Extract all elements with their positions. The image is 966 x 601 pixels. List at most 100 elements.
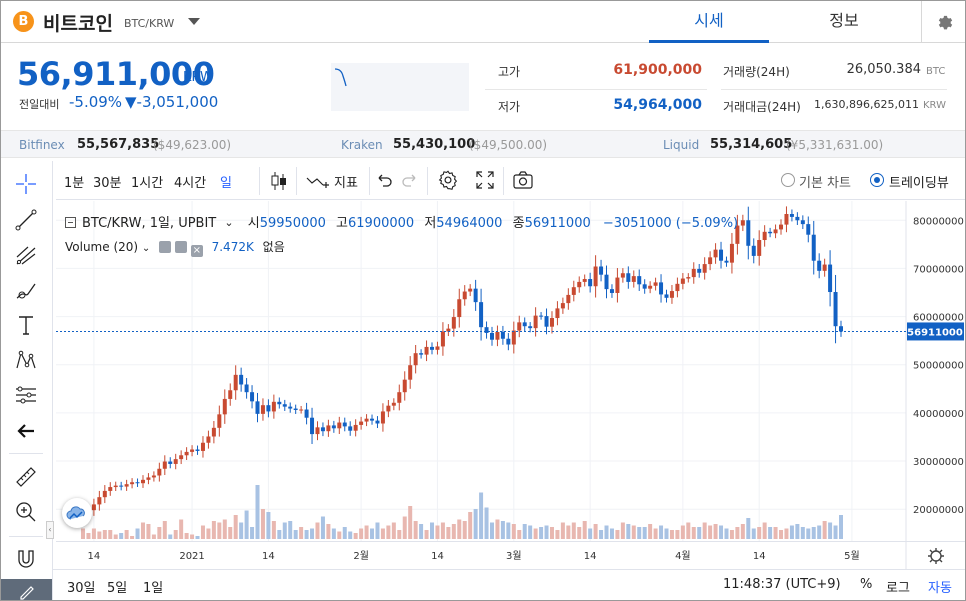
- indicators-button[interactable]: 지표: [334, 176, 358, 191]
- volume-bar: [348, 531, 353, 539]
- text-tool[interactable]: [12, 311, 40, 339]
- range-5d[interactable]: 5일: [107, 581, 128, 596]
- chart-settings-icon[interactable]: [437, 169, 459, 191]
- pattern-icon: [16, 350, 36, 369]
- basic-chart-radio[interactable]: [781, 173, 795, 187]
- volume-bar: [768, 527, 773, 539]
- clock-time[interactable]: 11:48:37 (UTC+9): [723, 577, 841, 592]
- pattern-tool[interactable]: [12, 346, 40, 374]
- chevron-down-icon[interactable]: ⌄: [224, 216, 234, 229]
- camera-icon[interactable]: [512, 170, 534, 190]
- candle-body: [190, 449, 195, 452]
- volume-bar: [719, 525, 724, 539]
- watch-button[interactable]: [62, 498, 92, 528]
- range-30d[interactable]: 30일: [67, 581, 96, 596]
- axis-settings-gear-icon[interactable]: [930, 550, 942, 562]
- interval-1m[interactable]: 1분: [64, 176, 85, 191]
- mini-chart-line: [334, 68, 347, 87]
- indicators-icon[interactable]: [305, 170, 331, 192]
- tab-info[interactable]: 정보: [829, 11, 859, 30]
- coin-name[interactable]: 비트코인: [43, 13, 113, 35]
- range-1d[interactable]: 1일: [143, 581, 164, 596]
- candle-body: [729, 243, 734, 263]
- volume-bar: [255, 485, 260, 539]
- tab-price[interactable]: 시세: [649, 1, 769, 43]
- candle-body: [462, 291, 467, 300]
- candle-body: [582, 279, 587, 282]
- chevron-down-icon[interactable]: [188, 18, 200, 25]
- settings-small-icon[interactable]: [174, 241, 187, 253]
- symbol-title[interactable]: BTC/KRW, 1일, UPBIT: [82, 216, 217, 231]
- ruler-tool[interactable]: [12, 463, 40, 491]
- volume-title[interactable]: Volume (20): [65, 240, 139, 254]
- fib-tool[interactable]: [12, 241, 40, 269]
- trading-view-label[interactable]: 트레이딩뷰: [889, 176, 949, 191]
- candle-body: [402, 379, 407, 393]
- volume-bar: [342, 527, 347, 539]
- y-tick-label: 80000000: [913, 216, 964, 227]
- amount-24h-value: 1,630,896,625,011: [814, 98, 919, 111]
- crosshair-tool[interactable]: [12, 170, 40, 198]
- log-toggle[interactable]: 로그: [886, 581, 910, 596]
- volume-bar: [620, 522, 625, 539]
- candle-body: [680, 278, 685, 284]
- interval-1d[interactable]: 일: [220, 176, 232, 191]
- candles-icon[interactable]: [269, 170, 289, 192]
- exchange-bar: Bitfinex 55,567,835 ($49,623.00) Kraken …: [1, 130, 965, 158]
- exchange-name[interactable]: Liquid: [663, 138, 700, 152]
- volume-bar: [822, 521, 827, 539]
- volume-bar: [211, 521, 216, 539]
- redo-icon[interactable]: [401, 171, 419, 189]
- candle-body: [560, 303, 565, 309]
- volume-bar: [479, 492, 484, 539]
- candle-body: [555, 308, 560, 319]
- volume-bar: [331, 528, 336, 539]
- candle-body: [735, 225, 740, 244]
- volume-bar: [81, 528, 85, 539]
- exchange-name[interactable]: Kraken: [341, 138, 383, 152]
- time-axis[interactable]: 14 2021 14 2월 14 3월 14 4월 14 5월: [56, 541, 965, 569]
- close-icon[interactable]: ×: [190, 245, 203, 257]
- brush-tool[interactable]: [12, 276, 40, 304]
- zoom-tool[interactable]: [12, 498, 40, 526]
- x-tick-label: 14: [431, 551, 444, 562]
- candle-body: [97, 497, 102, 505]
- fullscreen-icon[interactable]: [475, 170, 495, 190]
- candle-body: [108, 487, 113, 491]
- candle-body: [326, 425, 331, 432]
- candle-body: [195, 449, 200, 451]
- interval-4h[interactable]: 4시간: [174, 176, 207, 191]
- eye-icon[interactable]: [159, 241, 172, 253]
- candle-body: [762, 231, 767, 241]
- lock-tool[interactable]: [1, 579, 52, 600]
- x-tick-label: 5월: [844, 550, 860, 562]
- undo-icon[interactable]: [375, 171, 393, 189]
- chart-type-icon[interactable]: [65, 217, 76, 228]
- magnet-tool[interactable]: [12, 545, 40, 573]
- interval-1h[interactable]: 1시간: [131, 176, 164, 191]
- auto-toggle[interactable]: 자동: [928, 581, 952, 596]
- volume-bar: [337, 531, 342, 539]
- trading-view-radio[interactable]: [870, 173, 884, 187]
- candle-body: [566, 294, 571, 304]
- volume-bar: [828, 522, 833, 539]
- zoom-in-icon: [16, 502, 36, 522]
- trend-line-tool[interactable]: [12, 206, 40, 234]
- settings-button[interactable]: [921, 1, 965, 43]
- candle-body: [244, 384, 249, 393]
- candle-body: [669, 291, 674, 298]
- candle-body: [299, 409, 304, 411]
- volume-bar: [195, 536, 200, 539]
- candle-body: [664, 294, 669, 298]
- chevron-down-icon[interactable]: ⌄: [141, 243, 151, 254]
- volume-bar: [740, 524, 745, 539]
- volume-bar: [435, 525, 440, 539]
- percent-toggle[interactable]: %: [860, 577, 873, 592]
- exchange-name[interactable]: Bitfinex: [19, 138, 65, 152]
- price-chart[interactable]: 56911000 80000000 70000000 60000000 50000000…: [56, 201, 965, 541]
- prediction-tool[interactable]: [12, 381, 40, 409]
- collapse-toggle[interactable]: ‹: [46, 521, 54, 539]
- back-tool[interactable]: [12, 417, 40, 445]
- interval-30m[interactable]: 30분: [93, 176, 122, 191]
- basic-chart-label[interactable]: 기본 차트: [799, 176, 851, 191]
